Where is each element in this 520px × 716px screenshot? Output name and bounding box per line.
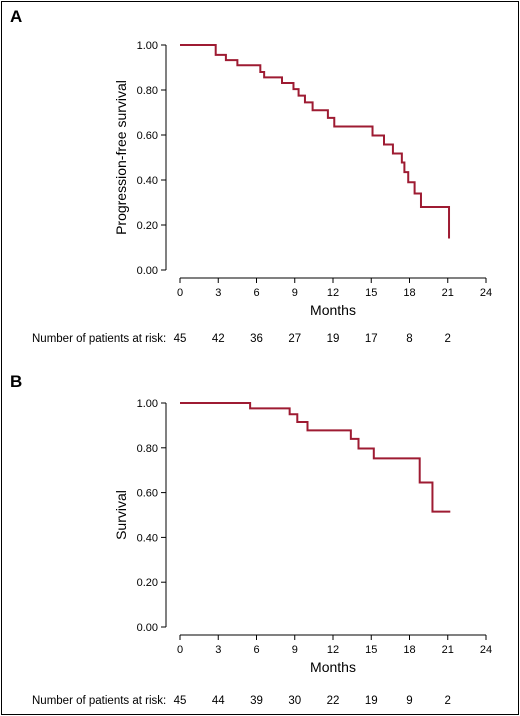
risk-table-value: 22 bbox=[327, 695, 340, 707]
x-axis-label: Months bbox=[310, 302, 356, 318]
risk-table-value: 30 bbox=[288, 695, 301, 707]
x-tick-label: 24 bbox=[480, 644, 492, 656]
risk-table-value: 44 bbox=[212, 695, 225, 707]
risk-table-value: 19 bbox=[327, 333, 340, 345]
risk-table-value: 42 bbox=[212, 333, 225, 345]
y-tick-label: 0.80 bbox=[137, 85, 158, 97]
x-tick-label: 0 bbox=[177, 644, 183, 656]
x-tick-label: 18 bbox=[403, 287, 415, 299]
survival-curve bbox=[180, 44, 451, 239]
y-tick-label: 0.00 bbox=[137, 622, 158, 634]
x-tick-label: 6 bbox=[253, 287, 259, 299]
x-tick-label: 9 bbox=[292, 287, 298, 299]
risk-table-value: 39 bbox=[250, 695, 263, 707]
y-tick-label: 0.60 bbox=[137, 488, 158, 500]
y-tick-label: 0.40 bbox=[137, 175, 158, 187]
x-tick-label: 15 bbox=[365, 287, 377, 299]
risk-table-value: 19 bbox=[365, 695, 378, 707]
risk-table-value: 2 bbox=[445, 695, 451, 707]
y-tick-label: 0.20 bbox=[137, 220, 158, 232]
x-tick-label: 3 bbox=[215, 644, 221, 656]
risk-table-value: 9 bbox=[406, 695, 412, 707]
risk-table-value: 36 bbox=[250, 333, 263, 345]
risk-table-value: 17 bbox=[365, 333, 378, 345]
panel-b: B 0.00 0.20 0.40 0.60 0.80 1.00 0 3 6 9 12 15 18 21 24 M… bbox=[10, 372, 492, 707]
y-tick-label: 1.00 bbox=[137, 40, 158, 52]
y-tick-label: 0.00 bbox=[137, 265, 158, 277]
x-tick-label: 15 bbox=[365, 644, 377, 656]
risk-table-label: Number of patients at risk: bbox=[32, 695, 166, 707]
x-tick-label: 12 bbox=[327, 644, 339, 656]
x-tick-label: 0 bbox=[177, 287, 183, 299]
risk-table-value: 2 bbox=[445, 333, 451, 345]
risk-table-value: 45 bbox=[174, 333, 187, 345]
y-axis-label: Survival bbox=[113, 490, 129, 540]
risk-table-label: Number of patients at risk: bbox=[32, 333, 166, 345]
y-tick-label: 0.60 bbox=[137, 130, 158, 142]
y-tick-label: 0.80 bbox=[137, 443, 158, 455]
panel-a: A0.000.200.400.600.801.000 3 6 9 12 15 18 21 24M… bbox=[10, 7, 492, 345]
x-tick-label: 9 bbox=[292, 644, 298, 656]
y-axis-label: Progression-free survival bbox=[113, 80, 129, 235]
x-tick-label: 18 bbox=[403, 644, 415, 656]
y-tick-label: 0.20 bbox=[137, 577, 158, 589]
x-tick-label: 3 bbox=[215, 287, 221, 299]
x-tick-label: 21 bbox=[442, 644, 454, 656]
x-tick-label: 24 bbox=[480, 287, 492, 299]
panel-letter: B bbox=[10, 372, 22, 391]
y-tick-label: 0.40 bbox=[137, 532, 158, 544]
x-tick-label: 6 bbox=[253, 644, 259, 656]
risk-table-value: 45 bbox=[174, 695, 187, 707]
survival-curve bbox=[180, 402, 451, 513]
x-tick-label: 12 bbox=[327, 287, 339, 299]
panel-letter: A bbox=[10, 7, 22, 26]
x-tick-label: 21 bbox=[442, 287, 454, 299]
risk-table-value: 8 bbox=[406, 333, 412, 345]
risk-table-value: 27 bbox=[288, 333, 301, 345]
y-tick-label: 1.00 bbox=[137, 398, 158, 410]
x-axis-label: Months bbox=[310, 659, 356, 675]
